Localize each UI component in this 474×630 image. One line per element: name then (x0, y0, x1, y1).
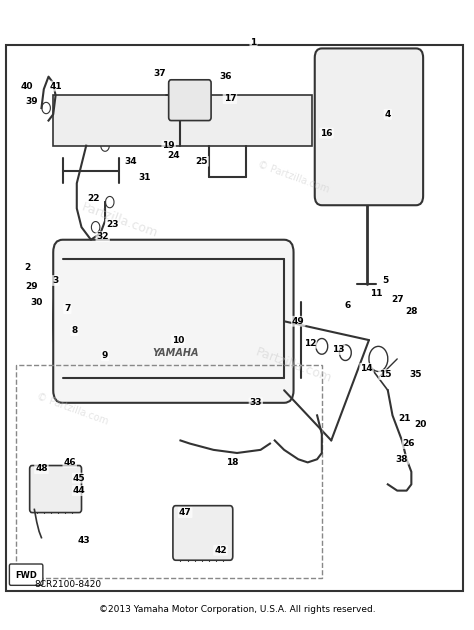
Text: 2: 2 (24, 263, 30, 272)
Text: 36: 36 (219, 72, 231, 81)
Bar (16, 365, 322, 578)
Text: 38: 38 (396, 455, 408, 464)
Text: 34: 34 (125, 157, 137, 166)
Text: 20: 20 (415, 420, 427, 429)
Text: 21: 21 (398, 414, 410, 423)
Text: 23: 23 (106, 219, 118, 229)
Text: 45: 45 (73, 474, 85, 483)
Text: 8CR2100-8420: 8CR2100-8420 (35, 580, 101, 589)
Text: 35: 35 (410, 370, 422, 379)
Text: 1: 1 (250, 38, 256, 47)
Text: YAMAHA: YAMAHA (153, 348, 199, 358)
Text: 13: 13 (332, 345, 345, 354)
Text: 14: 14 (360, 364, 373, 373)
Text: 19: 19 (163, 141, 175, 150)
Text: 27: 27 (391, 295, 403, 304)
Text: 44: 44 (73, 486, 85, 495)
Text: 25: 25 (195, 157, 208, 166)
Bar (53, 96, 312, 146)
FancyBboxPatch shape (53, 240, 293, 403)
Text: Partzilla.com: Partzilla.com (79, 201, 159, 241)
Text: 26: 26 (403, 439, 415, 448)
Text: 12: 12 (304, 339, 316, 348)
Text: 32: 32 (96, 232, 109, 241)
Text: 43: 43 (78, 536, 90, 546)
Text: 5: 5 (383, 276, 389, 285)
Text: 49: 49 (292, 317, 305, 326)
Text: © Partzilla.com: © Partzilla.com (35, 391, 109, 427)
Text: 4: 4 (384, 110, 391, 119)
Bar (6, 45, 463, 591)
Text: 17: 17 (224, 94, 236, 103)
FancyBboxPatch shape (315, 49, 423, 205)
Text: 29: 29 (26, 282, 38, 291)
Text: 3: 3 (53, 276, 59, 285)
Text: 46: 46 (64, 458, 76, 467)
Text: 30: 30 (30, 298, 43, 307)
Text: 24: 24 (167, 151, 180, 159)
Text: 33: 33 (250, 398, 262, 408)
FancyBboxPatch shape (30, 466, 82, 513)
Text: 47: 47 (179, 508, 191, 517)
Text: 8: 8 (71, 326, 78, 335)
Text: 37: 37 (153, 69, 165, 78)
FancyBboxPatch shape (169, 80, 211, 120)
Text: 48: 48 (35, 464, 48, 473)
Text: 11: 11 (370, 289, 382, 297)
Text: 39: 39 (26, 97, 38, 106)
Text: 6: 6 (345, 301, 351, 310)
Text: 22: 22 (87, 195, 100, 203)
Text: 15: 15 (379, 370, 392, 379)
Text: 7: 7 (64, 304, 71, 313)
Text: 31: 31 (139, 173, 151, 181)
Text: 41: 41 (49, 81, 62, 91)
Text: 28: 28 (405, 307, 418, 316)
Text: 40: 40 (21, 81, 34, 91)
Text: Partzilla.com: Partzilla.com (254, 345, 334, 385)
Text: FWD: FWD (15, 571, 37, 580)
Text: 42: 42 (214, 546, 227, 554)
Text: 18: 18 (226, 458, 238, 467)
Text: 9: 9 (102, 352, 108, 360)
Text: © Partzilla.com: © Partzilla.com (256, 159, 331, 195)
Text: ©2013 Yamaha Motor Corporation, U.S.A. All rights reserved.: ©2013 Yamaha Motor Corporation, U.S.A. A… (99, 605, 375, 614)
FancyBboxPatch shape (9, 564, 43, 585)
Text: 10: 10 (172, 336, 184, 345)
FancyBboxPatch shape (173, 506, 233, 560)
Text: 16: 16 (320, 129, 333, 137)
